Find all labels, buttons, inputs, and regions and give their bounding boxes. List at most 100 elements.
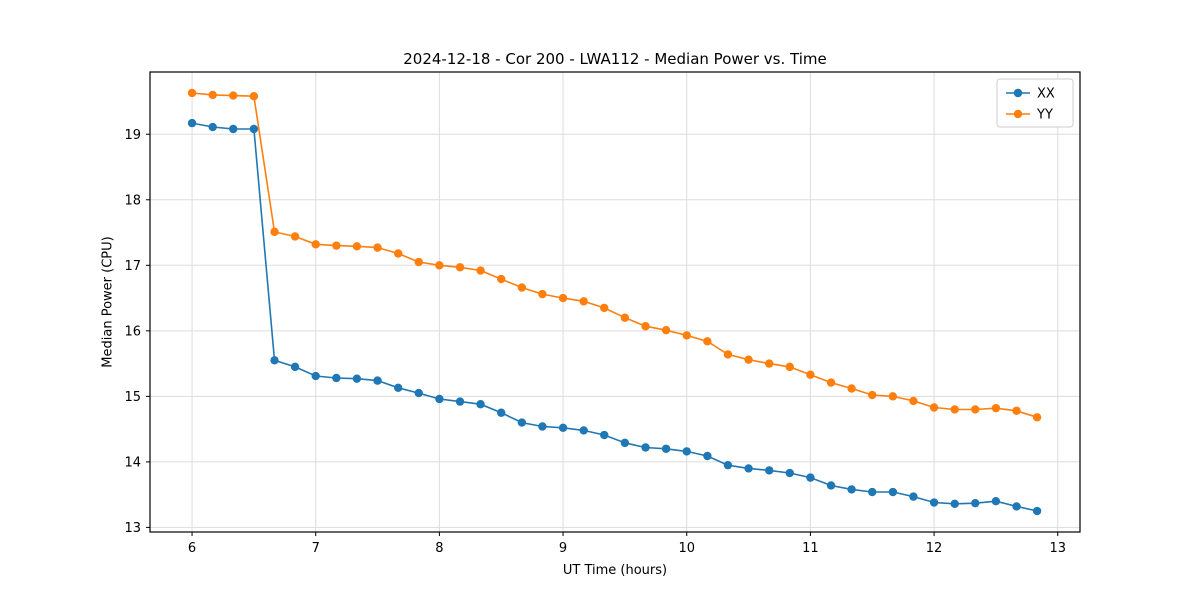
series-marker-YY [517,283,527,292]
series-marker-YY [744,355,753,364]
series-marker-YY [476,266,485,275]
series-marker-XX [187,118,197,128]
x-tick-label: 8 [435,541,443,556]
series-marker-XX [806,473,815,482]
series-marker-YY [847,384,856,393]
series-marker-YY [187,88,197,98]
series-marker-YY [661,325,671,335]
legend-sample-marker [1013,88,1023,98]
series-marker-XX [641,443,650,452]
series-marker-YY [311,240,320,249]
x-tick-label: 12 [926,541,943,556]
x-tick-label: 7 [312,541,320,556]
series-line-YY [191,92,1038,419]
series-marker-XX [847,485,856,494]
series-marker-YY [270,227,279,237]
series-marker-XX [394,383,403,393]
series-marker-YY [641,322,650,331]
series-marker-XX [414,388,423,398]
series-marker-YY [455,263,465,272]
series-marker-XX [1032,506,1042,516]
series-marker-XX [311,371,320,381]
series-marker-XX [661,444,671,453]
series-marker-YY [579,297,588,306]
series-marker-XX [888,487,898,497]
series-marker-YY [394,249,403,258]
series-marker-YY [620,313,630,322]
y-tick-label: 13 [124,521,141,536]
series-marker-XX [332,373,341,383]
y-tick-label: 19 [124,128,141,143]
series-marker-XX [929,498,939,507]
series-marker-YY [682,331,691,340]
series-line-XX [191,122,1038,512]
series-marker-XX [435,394,444,404]
y-tick-label: 15 [124,390,141,405]
series-marker-XX [579,426,588,435]
series-marker-XX [497,408,506,417]
series-marker-XX [950,499,959,509]
series-marker-YY [806,370,815,379]
series-marker-YY [765,359,774,368]
series-marker-XX [290,362,300,372]
legend-box [996,78,1074,128]
legend-label-YY: YY [1036,108,1053,123]
series-marker-XX [744,464,753,473]
legend-label-XX: XX [1037,87,1055,102]
series-marker-YY [352,242,362,251]
series-marker-XX [909,492,918,501]
series-marker-YY [868,390,877,400]
y-tick-label: 17 [124,259,141,274]
series-marker-XX [826,481,836,490]
series-marker-YY [703,337,712,346]
series-marker-YY [435,261,444,270]
series-marker-XX [517,418,527,427]
series-marker-XX [682,447,691,456]
series-marker-YY [785,362,794,372]
series-marker-XX [538,422,547,431]
series-marker-XX [991,497,1001,506]
y-tick-label: 18 [124,193,141,208]
series-marker-YY [373,243,382,252]
series-marker-XX [723,460,733,470]
series-marker-XX [373,376,382,385]
series-marker-YY [497,274,506,284]
series-marker-XX [229,124,238,134]
series-marker-XX [270,356,279,365]
series-marker-XX [558,423,568,433]
series-marker-YY [826,378,836,387]
series-marker-YY [332,241,341,250]
series-marker-YY [909,396,918,406]
series-marker-XX [249,124,259,134]
series-marker-XX [868,487,877,497]
series-marker-XX [765,466,774,475]
series-marker-YY [290,232,300,241]
x-tick-label: 9 [559,541,567,556]
series-marker-YY [229,91,238,100]
series-marker-YY [723,350,733,359]
series-marker-YY [538,289,547,299]
series-marker-XX [208,122,217,132]
series-marker-YY [1012,406,1021,415]
chart-title: 2024-12-18 - Cor 200 - LWA112 - Median P… [403,50,827,68]
axes-frame [149,71,1081,533]
series-marker-YY [208,90,217,100]
series-marker-YY [888,392,898,401]
series-marker-YY [1032,413,1042,422]
y-tick-label: 14 [124,455,141,470]
y-tick-label: 16 [124,324,141,339]
series-marker-XX [703,451,712,461]
x-axis-label: UT Time (hours) [562,563,668,578]
series-marker-XX [620,438,630,448]
series-marker-YY [929,403,939,412]
series-marker-XX [971,498,980,508]
series-marker-XX [1012,502,1021,511]
series-marker-XX [476,400,485,409]
series-marker-YY [558,293,568,303]
x-tick-label: 11 [802,541,819,556]
series-marker-XX [600,430,609,440]
legend-sample-marker [1013,109,1023,119]
x-tick-label: 13 [1049,541,1066,556]
series-marker-YY [249,92,259,101]
